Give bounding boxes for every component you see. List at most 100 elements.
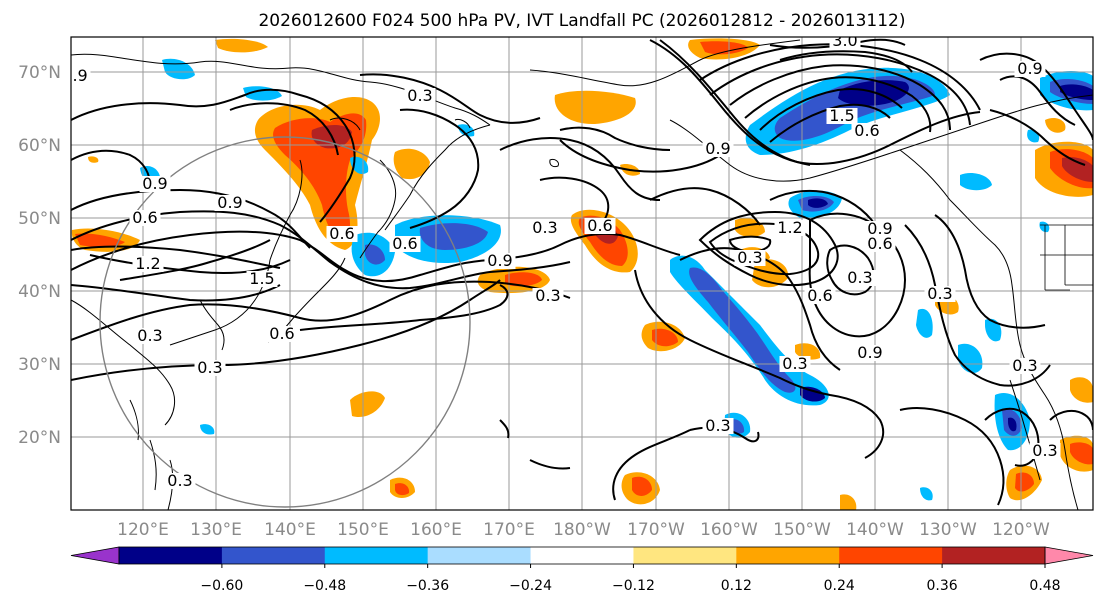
contour-line	[71, 284, 281, 302]
contour-line	[71, 245, 281, 269]
colorbar-tick-label: −0.24	[509, 578, 552, 594]
contour-line	[679, 247, 841, 371]
contour-line	[229, 102, 339, 156]
contour-label: 0.3	[1012, 356, 1037, 375]
contour-label: 0.9	[142, 174, 167, 193]
contour-label: 0.9	[62, 66, 87, 85]
contour-label-bg	[702, 141, 734, 157]
contour-line	[71, 279, 501, 381]
contour-label: 0.9	[857, 343, 882, 362]
contour-line	[699, 43, 981, 111]
contour-label: 0.3	[197, 358, 222, 377]
colorbar-bin	[839, 547, 943, 564]
shade-region	[730, 419, 745, 434]
contour-label: 3.0	[832, 31, 857, 50]
contour-label: 0.9	[487, 251, 512, 270]
contour-line	[698, 210, 839, 287]
contour-line	[744, 76, 932, 133]
shade-region	[689, 267, 796, 393]
contour-line	[559, 139, 721, 173]
contour-label-bg	[804, 288, 836, 304]
shade-region	[652, 328, 678, 347]
coastline	[71, 299, 176, 426]
coastline	[529, 39, 801, 87]
shade-region	[1015, 472, 1034, 492]
contour-line	[899, 407, 1005, 506]
shade-region	[632, 476, 652, 496]
contour-label-bg	[851, 123, 883, 139]
shade-region	[1070, 442, 1093, 465]
contour-label-bg	[844, 270, 876, 286]
colorbar-tick-label: 0.12	[721, 578, 752, 594]
contour-line	[299, 284, 509, 331]
contour-label-bg	[779, 356, 811, 372]
colorbar-tick-label: 0.24	[824, 578, 855, 594]
shade-region	[393, 148, 430, 180]
contour-label: 0.9	[705, 139, 730, 158]
contour-label-bg	[389, 236, 421, 252]
longitude-label: 150°W	[773, 520, 831, 540]
colorbar-lower-arrow	[70, 546, 120, 565]
colorbar-tick-label: 0.48	[1029, 578, 1060, 594]
contour-line	[359, 73, 541, 124]
contour-label-bg	[1029, 443, 1061, 459]
contour-label-bg	[266, 326, 298, 342]
contour-label: 0.6	[329, 224, 354, 243]
contour-line	[559, 126, 671, 151]
shade-region	[350, 391, 385, 418]
contour-label-bg	[774, 220, 806, 236]
longitude-label: 170°E	[483, 520, 535, 540]
contour-line	[769, 103, 891, 143]
contour-label: 1.5	[249, 269, 274, 288]
longitude-label: 160°E	[410, 520, 462, 540]
contour-label-bg	[132, 256, 164, 272]
map-frame	[70, 36, 1094, 511]
contour-line	[904, 224, 1051, 387]
contour-line	[989, 109, 1086, 166]
contour-label-bg	[826, 108, 858, 124]
coastline	[199, 299, 225, 351]
contour-label: 0.6	[587, 216, 612, 235]
colorbar-bin	[221, 547, 326, 564]
shade-region	[1039, 221, 1050, 233]
contour-line	[729, 64, 951, 131]
contour-label: 0.3	[847, 268, 872, 287]
colorbar-tick-label: −0.60	[200, 578, 243, 594]
contour-label: 0.9	[1017, 59, 1042, 78]
contour-line	[71, 280, 571, 341]
latitude-label: 50°N	[18, 209, 61, 229]
contour-line	[759, 88, 903, 131]
latitude-label: 70°N	[18, 63, 61, 83]
longitude-label: 130°E	[190, 520, 242, 540]
contour-label-bg	[404, 88, 436, 104]
longitude-label: 140°W	[846, 520, 904, 540]
contour-line	[984, 407, 1040, 467]
state-border	[1040, 224, 1093, 291]
coastline	[329, 117, 471, 131]
longitude-labels: 120°E 130°E 140°E 150°E 160°E 170°E 180°W 170°W…	[117, 520, 1050, 540]
shade-region	[419, 223, 488, 250]
contour-label: 0.3	[737, 248, 762, 267]
contour-label: 0.3	[532, 218, 557, 237]
contour-line	[71, 149, 151, 186]
colorbar-tick-label: 0.36	[927, 578, 958, 594]
contour-label-bg	[532, 288, 564, 304]
longitude-label: 140°E	[264, 520, 316, 540]
contour-label-bg	[584, 218, 616, 234]
contour-label: 0.3	[705, 416, 730, 435]
colorbar: −0.60 −0.48 −0.36 −0.24 −0.12 0.12 0.24 0.36 0.4…	[70, 546, 1094, 594]
shade-region	[960, 173, 992, 191]
contour-line	[71, 88, 356, 223]
contour-label: 0.3	[137, 326, 162, 345]
coastline	[71, 53, 491, 231]
shade-region	[808, 198, 828, 208]
coastline	[549, 159, 559, 168]
latitude-label: 20°N	[18, 428, 61, 448]
contour-label-bg	[924, 286, 956, 302]
contour-line	[499, 419, 571, 470]
contour-line	[649, 187, 761, 226]
shade-region	[700, 41, 748, 55]
longitude-label: 120°W	[992, 520, 1050, 540]
shade-region	[200, 424, 215, 435]
